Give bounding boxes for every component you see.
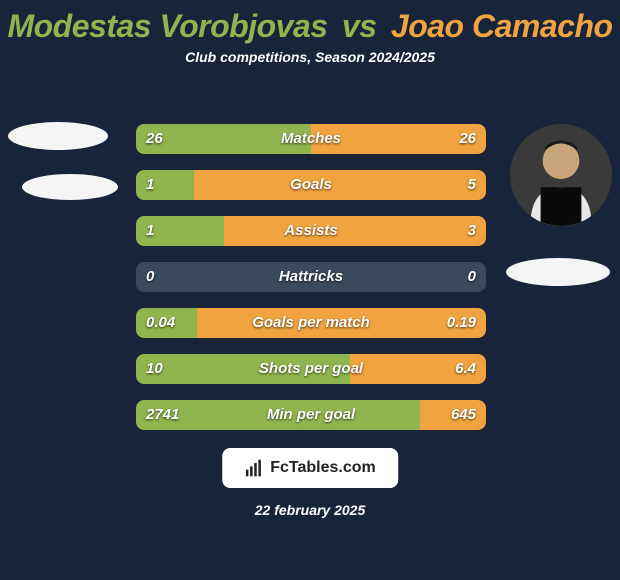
stat-row: 0 0Hattricks [136,262,486,292]
player1-badge-1 [8,122,108,150]
subtitle: Club competitions, Season 2024/2025 [0,49,620,65]
stat-fill-p2 [224,216,487,246]
stat-row: 106.4Shots per goal [136,354,486,384]
player2-name: Joao Camacho [391,8,613,44]
brand-suffix: Tables.com [289,459,376,476]
stat-row: 0.040.19Goals per match [136,308,486,338]
stat-row: 15Goals [136,170,486,200]
stat-fill-p2 [350,354,487,384]
stat-label: Hattricks [136,262,486,292]
player2-badge [506,258,610,286]
chart-icon [244,458,264,478]
stat-fill-p1 [136,216,224,246]
avatar-placeholder-icon [510,124,612,226]
player1-badge-2 [22,174,118,200]
comparison-title: Modestas Vorobjovas vs Joao Camacho [0,0,620,45]
stat-fill-p1 [136,354,350,384]
brand-badge[interactable]: FcTables.com [222,448,398,488]
stat-value-p1: 0 [136,262,164,292]
stat-row: 2626Matches [136,124,486,154]
stat-row: 2741645Min per goal [136,400,486,430]
player1-name: Modestas Vorobjovas [7,8,327,44]
stat-fill-p2 [311,124,486,154]
stat-fill-p2 [194,170,486,200]
stat-fill-p2 [197,308,486,338]
brand-prefix: Fc [270,459,289,476]
stat-fill-p1 [136,308,197,338]
player2-avatar [510,124,612,226]
vs-label: vs [342,8,377,44]
stat-row: 13Assists [136,216,486,246]
stat-value-p2: 0 [458,262,486,292]
stat-fill-p2 [420,400,487,430]
stat-fill-p1 [136,124,311,154]
stat-fill-p1 [136,400,420,430]
brand-text: FcTables.com [270,459,376,477]
footer-date: 22 february 2025 [0,502,620,518]
stats-container: 2626Matches 15Goals 13Assists 0 0Hattricks 0.… [136,124,486,446]
stat-fill-p1 [136,170,194,200]
